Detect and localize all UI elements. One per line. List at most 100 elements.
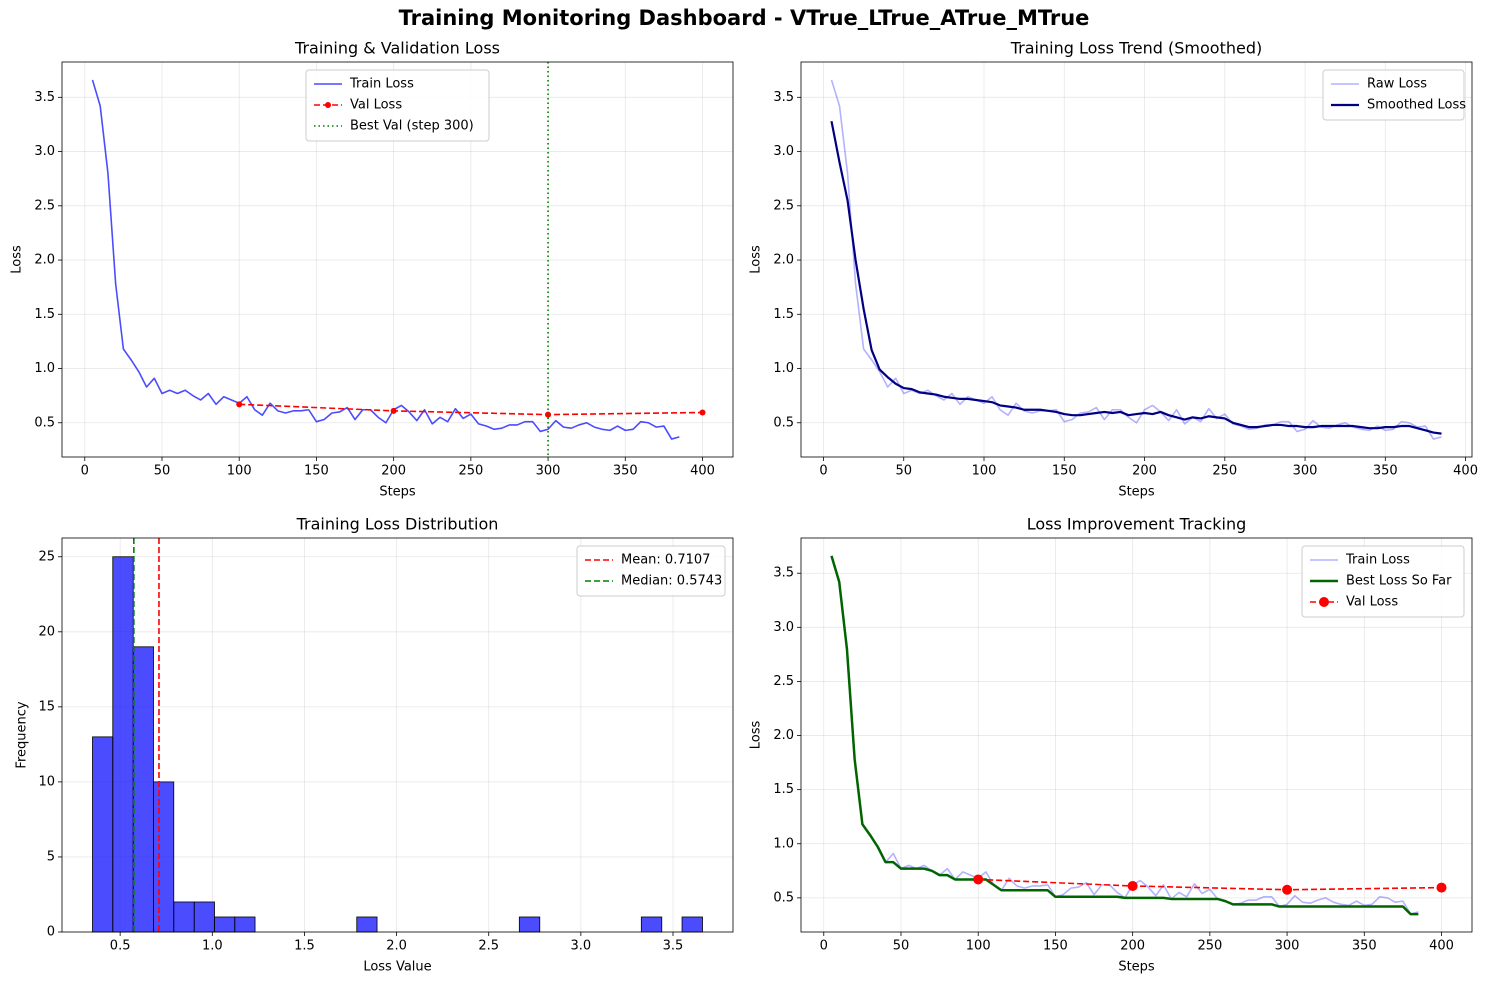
panel: 0 50 100 150 200 250 300 350 400 0.5 1.0 1.5 2.0 2.5 3… [749,39,1478,500]
x-tick-label: 200 [381,464,406,479]
y-axis-label: Frequency [15,701,30,768]
point [1127,880,1138,891]
y-tick-label: 3.0 [773,620,794,635]
bar [193,901,215,933]
x-tick-label: 300 [1275,939,1300,954]
x-tick-label: 350 [1352,939,1377,954]
series-line [830,555,1419,916]
x-tick-label: 100 [972,464,997,479]
y-tick-label: 3.0 [773,144,794,159]
y-tick-label: 0.5 [773,415,794,430]
y-tick-label: 0 [47,925,55,940]
legend-marker [1319,597,1329,607]
bar [153,781,175,933]
x-tick-label: 350 [613,464,638,479]
panel: 0 50 100 150 200 250 300 350 400 0.5 1.0 1.5 2.0 2.5 3… [10,39,734,500]
bar [214,916,236,933]
x-tick-label: 3.0 [571,939,592,954]
y-tick-label: 3.0 [34,144,55,159]
x-tick-label: 300 [536,464,561,479]
legend-box [576,545,726,597]
x-tick-label: 1.5 [294,939,315,954]
y-axis-label: Loss [749,721,764,750]
legend-box [1301,545,1465,618]
bar [681,916,703,933]
y-tick-label: 1.0 [773,836,794,851]
y-tick-label: 15 [38,699,55,714]
x-tick-label: 400 [1429,939,1454,954]
x-tick-label: 50 [154,464,171,479]
legend-label: Median: 0.5743 [621,574,722,589]
x-tick-label: 250 [1212,464,1237,479]
x-tick-label: 2.5 [478,939,499,954]
x-tick-label: 2.0 [386,939,407,954]
y-tick-label: 2.5 [773,674,794,689]
x-tick-label: 150 [304,464,329,479]
legend: Mean: 0.7107 Median: 0.5743 [576,545,726,597]
x-tick-label: 200 [1132,464,1157,479]
y-tick-label: 3.5 [773,90,794,105]
x-axis-label: Steps [1118,485,1155,500]
y-tick-label: 5 [47,849,55,864]
chart-title: Loss Improvement Tracking [1027,515,1247,534]
y-tick-label: 2.5 [773,198,794,213]
y-tick-label: 2.0 [34,253,55,268]
panel: 0 50 100 150 200 250 300 350 400 0.5 1.0 1.5 2.0 2.5 3… [749,515,1473,975]
chart-title: Training & Validation Loss [294,39,500,58]
x-tick-label: 250 [458,464,483,479]
bar [518,916,541,933]
point [1282,884,1293,895]
y-axis-label: Loss [749,245,764,274]
series-line [239,403,703,416]
legend-label: Best Loss So Far [1346,574,1452,589]
y-tick-label: 0.5 [773,890,794,905]
point [1436,882,1447,893]
point [973,874,984,885]
y-tick-label: 3.5 [34,90,55,105]
y-tick-label: 1.5 [773,307,794,322]
legend-marker [325,102,331,108]
bar [92,736,114,933]
legend-box [305,69,490,142]
x-tick-label: 0 [820,939,828,954]
x-tick-label: 3.5 [663,939,684,954]
legend-label: Best Val (step 300) [350,119,474,134]
bar [356,916,378,933]
y-tick-label: 25 [38,549,55,564]
y-tick-label: 10 [38,774,55,789]
chart-title: Training Loss Trend (Smoothed) [1010,39,1263,58]
x-tick-label: 100 [227,464,252,479]
x-axis-label: Steps [379,485,416,500]
bar [640,916,663,933]
frame [800,61,1473,458]
x-axis-label: Loss Value [363,960,431,975]
y-tick-label: 1.5 [34,307,55,322]
y-tick-label: 1.0 [773,361,794,376]
point [545,411,552,418]
x-tick-label: 0 [819,464,827,479]
y-tick-label: 2.0 [773,728,794,743]
y-tick-label: 0.5 [34,415,55,430]
legend-label: Train Loss [1345,553,1410,568]
chart-title: Training Loss Distribution [296,515,499,534]
y-tick-label: 2.5 [34,198,55,213]
y-tick-label: 3.5 [773,566,794,581]
x-tick-label: 0.5 [110,939,131,954]
point [236,401,243,408]
point [699,409,706,416]
bar [173,901,195,933]
bar [234,916,256,933]
frame [61,61,734,458]
legend-box [1322,69,1465,121]
dashboard-title: Training Monitoring Dashboard - VTrue_LT… [399,6,1090,30]
legend-label: Smoothed Loss [1367,98,1466,113]
legend-label: Val Loss [350,98,402,113]
panel: 0.5 1.0 1.5 2.0 2.5 3.0 3.5 0 5 10 15 20 25 Training … [15,515,734,975]
series-line [830,120,1442,435]
legend: Train Loss Best Loss So Far Val Loss [1301,545,1465,618]
x-tick-label: 100 [966,939,991,954]
y-tick-label: 1.5 [773,782,794,797]
x-tick-label: 150 [1052,464,1077,479]
